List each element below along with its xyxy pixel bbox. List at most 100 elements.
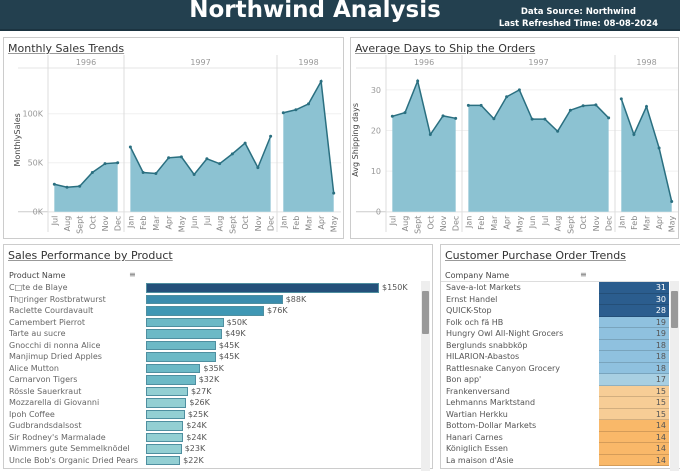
- product-row[interactable]: Uncle Bob's Organic Dried Pears $22K: [4, 455, 424, 467]
- customer-row[interactable]: Berglunds snabbköp 18: [441, 339, 669, 351]
- customer-row[interactable]: Hanari Carnes 14: [441, 431, 669, 443]
- column-header-product: Product Name: [9, 271, 66, 280]
- product-row[interactable]: Gudbrandsdalsost $24K: [4, 420, 424, 432]
- x-tick-label: Sept: [228, 216, 237, 234]
- product-bar[interactable]: [146, 340, 216, 350]
- last-refreshed: Last Refreshed Time: 08-08-2024: [498, 19, 658, 29]
- y-tick-label: 0K: [33, 208, 44, 217]
- data-point: [281, 111, 285, 115]
- bar-label: $24K: [186, 421, 207, 430]
- customer-row[interactable]: Frankenversand 15: [441, 385, 669, 397]
- data-point: [645, 105, 648, 109]
- y-axis-title: MonthlySales: [13, 113, 22, 166]
- customer-row[interactable]: Lehmanns Marktstand 15: [441, 397, 669, 409]
- scrollbar-thumb[interactable]: [671, 291, 678, 328]
- product-bar[interactable]: [146, 455, 181, 465]
- product-row[interactable]: Camembert Pierrot $50K: [4, 317, 424, 329]
- x-tick-label: Nov: [439, 215, 448, 231]
- product-bar[interactable]: [146, 432, 184, 442]
- product-row[interactable]: Rössle Sauerkraut $27K: [4, 386, 424, 398]
- product-bar[interactable]: [146, 409, 185, 419]
- product-bar[interactable]: [146, 398, 187, 408]
- year-label: 1998: [298, 58, 318, 67]
- x-tick-label: Dec: [605, 216, 614, 231]
- x-tick-label: May: [177, 215, 186, 232]
- sort-icon[interactable]: ≡: [580, 270, 587, 279]
- company-name: Hanari Carnes: [446, 432, 503, 442]
- product-name: Rössle Sauerkraut: [9, 386, 82, 396]
- product-bar[interactable]: [146, 294, 283, 304]
- product-row[interactable]: Gnocchi di nonna Alice $45K: [4, 340, 424, 352]
- x-tick-label: Mar: [643, 215, 652, 231]
- product-bar[interactable]: [146, 283, 379, 293]
- customer-row[interactable]: Rattlesnake Canyon Grocery 18: [441, 362, 669, 374]
- product-bar[interactable]: [146, 363, 201, 373]
- product-row[interactable]: Ipoh Coffee $25K: [4, 409, 424, 421]
- product-bar[interactable]: [146, 329, 223, 339]
- company-name: La maison d'Asie: [446, 455, 514, 465]
- product-row[interactable]: Wimmers gute Semmelknödel $23K: [4, 443, 424, 455]
- order-count: 14: [599, 420, 669, 432]
- customer-row[interactable]: Wartian Herkku 15: [441, 408, 669, 420]
- data-point: [632, 133, 636, 137]
- product-row[interactable]: Tarte au sucre $49K: [4, 328, 424, 340]
- company-name: HILARION-Abastos: [446, 352, 520, 361]
- data-point: [530, 117, 534, 121]
- product-row[interactable]: C□te de Blaye $150K: [4, 282, 424, 294]
- data-point: [192, 172, 196, 176]
- data-point: [581, 104, 585, 108]
- area-fill: [392, 80, 456, 212]
- data-point: [52, 182, 56, 186]
- y-tick-label: 100K: [22, 110, 43, 119]
- scrollbar-thumb[interactable]: [422, 291, 429, 334]
- year-label: 1997: [528, 58, 548, 67]
- order-count: 17: [599, 374, 669, 386]
- data-point: [543, 117, 547, 121]
- product-bar[interactable]: [146, 386, 188, 396]
- product-bar[interactable]: [146, 375, 196, 385]
- customer-row[interactable]: QUICK-Stop 28: [441, 305, 669, 317]
- x-tick-label: Oct: [241, 216, 250, 230]
- x-tick-label: Jul: [388, 216, 397, 227]
- customer-row[interactable]: Königlich Essen 14: [441, 443, 669, 455]
- x-tick-label: Jun: [190, 216, 199, 230]
- sort-icon[interactable]: ≡: [129, 270, 136, 279]
- product-row[interactable]: Alice Mutton $35K: [4, 363, 424, 375]
- customer-row[interactable]: Bon app' 17: [441, 374, 669, 386]
- data-point: [90, 171, 94, 174]
- product-bar[interactable]: [146, 421, 184, 431]
- x-tick-label: Feb: [630, 216, 639, 230]
- product-row[interactable]: Carnarvon Tigers $32K: [4, 374, 424, 386]
- x-tick-label: Apr: [317, 215, 326, 230]
- order-count: 15: [599, 408, 669, 420]
- product-row[interactable]: Manjimup Dried Apples $45K: [4, 351, 424, 363]
- customer-row[interactable]: Folk och fä HB 19: [441, 316, 669, 328]
- product-bar[interactable]: [146, 306, 265, 316]
- product-bar[interactable]: [146, 317, 224, 327]
- customer-row[interactable]: La maison d'Asie 14: [441, 454, 669, 466]
- scrollbar[interactable]: [421, 281, 430, 471]
- product-row[interactable]: Mozzarella di Giovanni $26K: [4, 397, 424, 409]
- data-point: [556, 129, 560, 133]
- data-point: [243, 141, 247, 145]
- product-row[interactable]: Th▯ringer Rostbratwurst $88K: [4, 294, 424, 306]
- customer-row[interactable]: HILARION-Abastos 18: [441, 351, 669, 363]
- product-row[interactable]: Raclette Courdavault $76K: [4, 305, 424, 317]
- company-name: Save-a-lot Markets: [446, 283, 521, 292]
- customer-row[interactable]: Save-a-lot Markets 31: [441, 282, 669, 294]
- data-point: [492, 117, 496, 121]
- year-label: 1996: [414, 58, 434, 67]
- customer-row[interactable]: Ernst Handel 30: [441, 293, 669, 305]
- x-tick-label: Jul: [541, 216, 550, 227]
- scrollbar[interactable]: [670, 281, 679, 471]
- product-row[interactable]: Sir Rodney's Marmalade $24K: [4, 432, 424, 444]
- data-point: [128, 145, 132, 149]
- product-bar[interactable]: [146, 352, 216, 362]
- product-bar[interactable]: [146, 444, 182, 454]
- data-point: [517, 88, 521, 92]
- customer-row[interactable]: Hungry Owl All-Night Grocers 19: [441, 328, 669, 340]
- product-name: Sir Rodney's Marmalade: [9, 432, 106, 442]
- customer-row[interactable]: Bottom-Dollar Markets 14: [441, 420, 669, 432]
